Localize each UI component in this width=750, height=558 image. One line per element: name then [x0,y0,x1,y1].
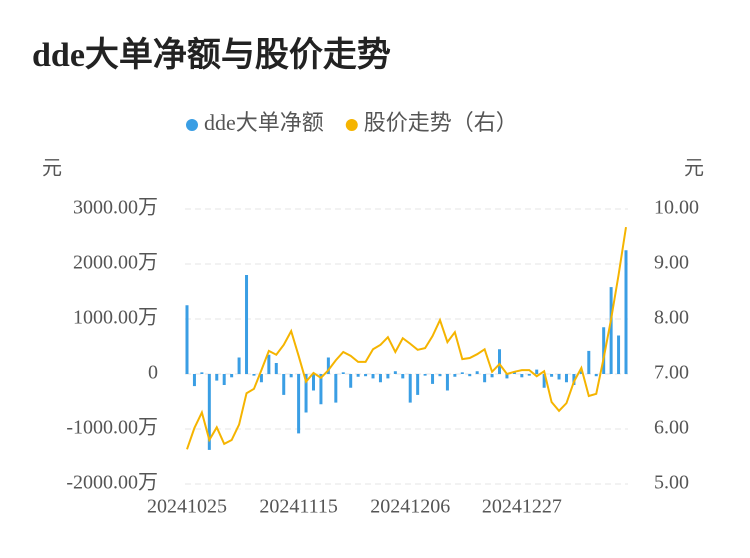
x-tick-label: 20241227 [482,496,562,518]
bar [192,374,196,387]
bar [207,374,211,450]
y-tick-label: -1000.00万 [66,417,158,439]
y-tick-label: 3000.00万 [73,197,158,219]
bar [609,287,613,374]
bar [550,374,554,377]
bar [468,374,472,377]
chart-title: dde大单净额与股价走势 [32,36,391,74]
y2-tick-label: 5.00 [654,472,689,494]
bar [349,374,353,388]
bar [483,374,487,383]
bar [401,374,405,379]
bar [594,374,598,377]
bar [259,374,263,383]
bar [557,374,561,380]
bar [431,374,435,384]
bar [326,357,330,374]
y2-tick-label: 8.00 [654,307,689,329]
bar [222,374,226,385]
bar [282,374,286,395]
y2-tick-label: 7.00 [654,362,689,384]
bar [423,374,427,376]
price-line [186,226,627,450]
legend-marker [345,119,358,131]
y2-tick-label: 9.00 [654,252,689,274]
bar [512,372,516,374]
y-tick-label: 0 [148,362,158,384]
bar [453,374,457,377]
bar [438,374,442,377]
y-tick-label: -2000.00万 [66,472,158,494]
bar [527,374,531,376]
bar [579,371,583,374]
bar [341,372,345,374]
bar [334,374,338,403]
y2-tick-label: 10.00 [654,197,699,219]
legend-label: dde大单净额 [204,110,324,135]
bar [274,363,278,374]
bar [535,369,539,374]
x-tick-label: 20241206 [370,496,450,518]
bar [311,374,315,391]
bar [185,305,189,374]
bar [304,374,308,413]
bar [230,374,234,378]
bar [602,327,606,374]
bar [215,374,219,381]
bar [408,374,412,403]
legend-marker [186,119,198,131]
legend-label: 股价走势（右） [364,110,518,135]
x-tick-label: 20241115 [259,496,338,518]
bar [289,374,293,378]
bar [617,335,621,374]
bar [542,374,546,388]
bar [252,374,256,376]
bar [624,250,628,374]
bar [520,374,524,378]
bar [505,374,509,379]
bar [445,374,449,391]
y-tick-label: 1000.00万 [73,307,158,329]
bar [245,275,249,374]
bar [297,374,301,434]
bar [200,372,204,374]
bar [237,357,241,374]
bar [371,374,375,379]
y-tick-label: 2000.00万 [73,252,158,274]
bar [490,374,494,378]
bar [378,374,382,383]
bar [267,354,271,374]
bar [393,371,397,374]
y2-axis-label: 元 [684,158,704,180]
bar [416,374,420,395]
y2-tick-label: 6.00 [654,417,689,439]
bar [364,374,368,377]
bar [460,372,464,374]
bar [386,374,390,379]
bar [587,350,591,374]
bar [564,374,568,383]
bar [319,374,323,405]
bar [498,349,502,374]
y-axis-label: 元 [42,158,62,180]
x-tick-label: 20241025 [147,496,227,518]
bar [356,374,360,377]
bar [475,371,479,374]
bar [572,374,576,385]
